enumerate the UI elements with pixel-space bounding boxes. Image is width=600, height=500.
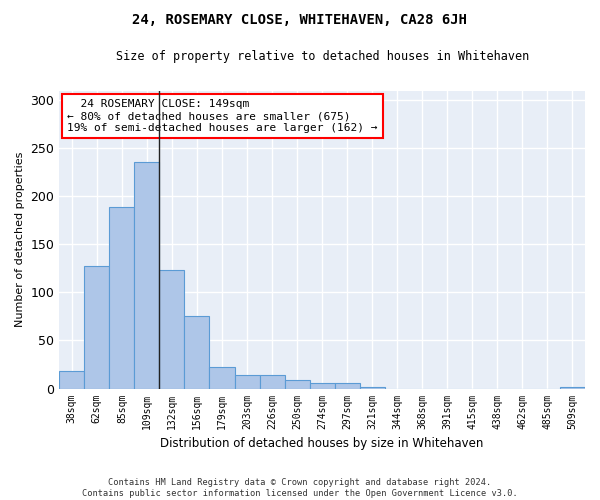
Bar (184, 316, 209, 388)
Bar (160, 270, 184, 388)
Bar (109, 207, 134, 388)
Bar (310, 383, 335, 388)
Bar (209, 368, 235, 388)
Bar (85, 266, 109, 388)
Text: 24 ROSEMARY CLOSE: 149sqm  
← 80% of detached houses are smaller (675)
19% of se: 24 ROSEMARY CLOSE: 149sqm ← 80% of detac… (67, 100, 377, 132)
X-axis label: Distribution of detached houses by size in Whitehaven: Distribution of detached houses by size … (160, 437, 484, 450)
Y-axis label: Number of detached properties: Number of detached properties (15, 152, 25, 327)
Text: Contains HM Land Registry data © Crown copyright and database right 2024.
Contai: Contains HM Land Registry data © Crown c… (82, 478, 518, 498)
Bar (284, 380, 310, 388)
Title: Size of property relative to detached houses in Whitehaven: Size of property relative to detached ho… (116, 50, 529, 63)
Bar (560, 386, 585, 388)
Bar (335, 383, 359, 388)
Bar (235, 375, 260, 388)
Bar (260, 375, 284, 388)
Bar (59, 372, 85, 388)
Bar (359, 386, 385, 388)
Bar (134, 162, 160, 388)
Text: 24, ROSEMARY CLOSE, WHITEHAVEN, CA28 6JH: 24, ROSEMARY CLOSE, WHITEHAVEN, CA28 6JH (133, 12, 467, 26)
